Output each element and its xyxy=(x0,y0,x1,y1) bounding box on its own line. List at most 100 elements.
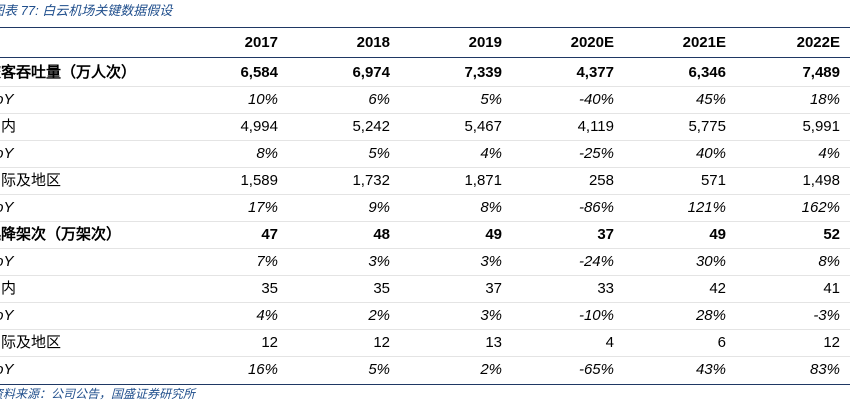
cell: 49 xyxy=(709,226,726,243)
row-label: 旅客吞吐量（万人次） xyxy=(0,64,137,81)
row-divider xyxy=(0,113,850,114)
cell: 10% xyxy=(247,91,278,108)
cell: -86% xyxy=(578,199,614,216)
row-label: YoY xyxy=(0,91,14,108)
cell: 40% xyxy=(695,145,726,162)
cell: 3% xyxy=(480,253,502,270)
row-label: 国内 xyxy=(0,280,17,297)
cell: 13 xyxy=(485,334,502,351)
cell: 41 xyxy=(823,280,840,297)
column-header: 2021E xyxy=(682,34,726,51)
cell: 1,732 xyxy=(352,172,390,189)
cell: -40% xyxy=(578,91,614,108)
row-divider xyxy=(0,248,850,249)
cell: 5,242 xyxy=(352,118,390,135)
row-label: YoY xyxy=(0,307,14,324)
cell: 83% xyxy=(809,361,840,378)
cell: 33 xyxy=(597,280,614,297)
cell: 47 xyxy=(261,226,278,243)
cell: 3% xyxy=(480,307,502,324)
cell: 7,339 xyxy=(464,64,502,81)
cell: 4 xyxy=(605,334,614,351)
row-label: YoY xyxy=(0,361,14,378)
cell: 28% xyxy=(695,307,726,324)
cell: 17% xyxy=(247,199,278,216)
cell: 8% xyxy=(818,253,840,270)
cell: 1,498 xyxy=(802,172,840,189)
source-note: 资料来源：公司公告，国盛证券研究所 xyxy=(0,387,196,401)
cell: 5% xyxy=(480,91,502,108)
cell: -65% xyxy=(578,361,614,378)
cell: 35 xyxy=(261,280,278,297)
cell: 12 xyxy=(373,334,390,351)
row-label: 国际及地区 xyxy=(0,172,62,189)
row-divider xyxy=(0,140,850,141)
rule xyxy=(0,384,850,385)
cell: 16% xyxy=(247,361,278,378)
cell: 162% xyxy=(801,199,840,216)
cell: 2% xyxy=(480,361,502,378)
row-label: YoY xyxy=(0,145,14,162)
cell: 48 xyxy=(373,226,390,243)
row-divider xyxy=(0,275,850,276)
cell: 6% xyxy=(368,91,390,108)
cell: 258 xyxy=(588,172,614,189)
row-label: 国内 xyxy=(0,118,17,135)
cell: -3% xyxy=(813,307,840,324)
table-title: 图表 77: 白云机场关键数据假设 xyxy=(0,3,173,18)
cell: 571 xyxy=(700,172,726,189)
rule xyxy=(0,27,850,28)
column-header: 2017 xyxy=(244,34,278,51)
cell: 5,775 xyxy=(688,118,726,135)
cell: 6,974 xyxy=(352,64,390,81)
column-header: 2022E xyxy=(796,34,840,51)
cell: 43% xyxy=(695,361,726,378)
cell: 4% xyxy=(818,145,840,162)
cell: 4% xyxy=(256,307,278,324)
cell: 8% xyxy=(480,199,502,216)
cell: 4,994 xyxy=(240,118,278,135)
column-header: 2019 xyxy=(468,34,502,51)
cell: 37 xyxy=(485,280,502,297)
cell: -24% xyxy=(578,253,614,270)
cell: 12 xyxy=(823,334,840,351)
row-divider xyxy=(0,167,850,168)
cell: 6,584 xyxy=(240,64,278,81)
cell: 35 xyxy=(373,280,390,297)
cell: 18% xyxy=(809,91,840,108)
row-divider xyxy=(0,302,850,303)
cell: 5% xyxy=(368,145,390,162)
cell: -10% xyxy=(578,307,614,324)
row-label: 起降架次（万架次） xyxy=(0,226,122,243)
cell: 42 xyxy=(709,280,726,297)
column-header: 2018 xyxy=(356,34,390,51)
row-divider xyxy=(0,221,850,222)
rule xyxy=(0,57,850,58)
cell: 5,467 xyxy=(464,118,502,135)
row-divider xyxy=(0,356,850,357)
cell: 4,119 xyxy=(577,118,614,135)
cell: -25% xyxy=(578,145,614,162)
cell: 37 xyxy=(597,226,614,243)
cell: 3% xyxy=(368,253,390,270)
cell: 9% xyxy=(368,199,390,216)
cell: 1,589 xyxy=(240,172,278,189)
row-divider xyxy=(0,329,850,330)
cell: 30% xyxy=(695,253,726,270)
column-header: 2020E xyxy=(570,34,614,51)
cell: 12 xyxy=(261,334,278,351)
cell: 45% xyxy=(695,91,726,108)
cell: 49 xyxy=(485,226,502,243)
cell: 5% xyxy=(368,361,390,378)
cell: 121% xyxy=(687,199,726,216)
row-label: YoY xyxy=(0,199,14,216)
cell: 2% xyxy=(368,307,390,324)
cell: 7% xyxy=(256,253,278,270)
cell: 7,489 xyxy=(802,64,840,81)
cell: 6,346 xyxy=(688,64,726,81)
cell: 5,991 xyxy=(802,118,840,135)
cell: 6 xyxy=(717,334,726,351)
cell: 4,377 xyxy=(576,64,614,81)
row-divider xyxy=(0,86,850,87)
